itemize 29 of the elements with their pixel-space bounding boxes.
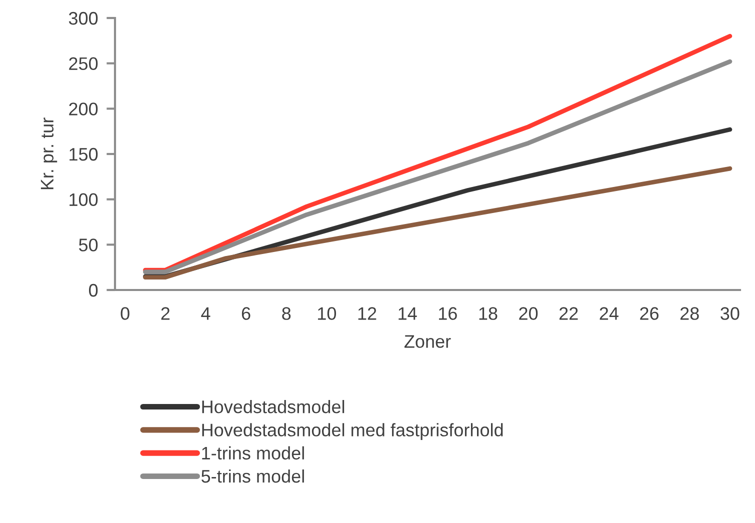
legend-label: 5-trins model	[202, 469, 304, 483]
legend-label: Hovedstadsmodel med fastprisforhold	[202, 423, 503, 440]
x-tick-label: 4	[201, 307, 210, 320]
legend-label: 1-trins model	[202, 446, 304, 460]
x-tick-label: 2	[161, 307, 170, 320]
y-tick-label: 50	[78, 238, 98, 252]
x-tick-label: 28	[680, 307, 699, 320]
y-tick-label: 0	[89, 284, 98, 297]
x-tick-label: 24	[600, 307, 618, 320]
y-tick-label: 150	[70, 148, 98, 161]
y-tick-label: 100	[70, 193, 98, 206]
x-tick-label: 18	[479, 307, 498, 320]
x-tick-label: 0	[120, 307, 130, 320]
y-tick-label: 250	[69, 57, 98, 70]
x-tick-label: 16	[438, 307, 457, 320]
y-axis-title: Kr. pr. tur	[40, 118, 58, 190]
x-tick-label: 8	[282, 307, 291, 320]
x-tick-label: 26	[640, 307, 659, 320]
y-tick-label: 200	[69, 102, 98, 116]
x-tick-label: 6	[242, 307, 250, 320]
x-tick-label: 30	[720, 307, 740, 320]
y-tick-label: 300	[68, 12, 98, 25]
x-tick-label: 10	[318, 307, 336, 320]
x-tick-label: 22	[559, 307, 578, 320]
x-tick-label: 14	[398, 307, 417, 320]
legend-label: Hovedstadsmodel	[202, 400, 344, 414]
x-tick-label: 20	[519, 307, 538, 320]
x-tick-label: 12	[358, 307, 376, 320]
x-axis-title: Zoner	[404, 335, 451, 348]
